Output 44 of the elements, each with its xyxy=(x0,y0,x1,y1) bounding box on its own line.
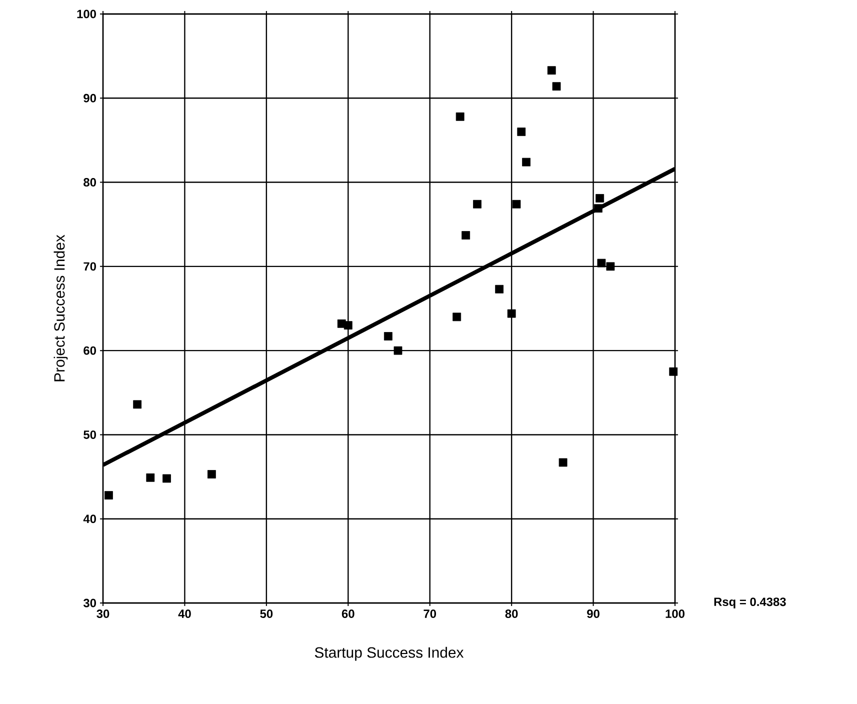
y-tick-label: 100 xyxy=(77,10,96,18)
y-tick-label: 90 xyxy=(84,94,96,102)
point xyxy=(512,200,521,208)
point xyxy=(596,194,604,202)
point xyxy=(462,231,470,240)
x-tick-label: 60 xyxy=(342,610,354,618)
point xyxy=(146,473,155,482)
point xyxy=(384,332,392,340)
x-axis-title: Startup Success Index xyxy=(314,646,464,661)
x-tick-label: 70 xyxy=(424,610,436,618)
x-tick-label: 30 xyxy=(96,610,110,618)
point xyxy=(547,66,556,75)
y-tick-label: 60 xyxy=(84,346,96,355)
point xyxy=(594,204,602,213)
point xyxy=(552,82,561,91)
point xyxy=(507,309,516,318)
y-axis-title: Project Success Index xyxy=(54,234,68,382)
point xyxy=(456,112,464,121)
y-tick-label: 80 xyxy=(84,178,96,187)
point xyxy=(517,128,526,136)
point xyxy=(597,258,606,268)
x-tick-label: 80 xyxy=(505,610,518,618)
point xyxy=(495,284,504,294)
point xyxy=(452,312,462,322)
point xyxy=(394,346,402,355)
x-tick-label: 90 xyxy=(587,610,600,618)
point xyxy=(104,491,113,500)
y-tick-label: 50 xyxy=(84,430,96,439)
point xyxy=(606,262,615,271)
point xyxy=(344,321,352,330)
point xyxy=(669,367,678,376)
y-tick-label: 40 xyxy=(83,514,96,524)
y-tick-label: 70 xyxy=(84,262,96,271)
point xyxy=(558,458,568,467)
x-tick-label: 100 xyxy=(666,610,684,618)
point xyxy=(473,200,482,208)
point xyxy=(207,470,216,478)
point xyxy=(162,474,171,483)
x-tick-label: 40 xyxy=(178,610,191,618)
point xyxy=(522,158,530,166)
y-tick-label: 30 xyxy=(83,598,96,608)
text: Rsq = 0.4383 xyxy=(714,598,786,608)
x-tick-label: 50 xyxy=(260,610,273,618)
point xyxy=(133,400,142,409)
